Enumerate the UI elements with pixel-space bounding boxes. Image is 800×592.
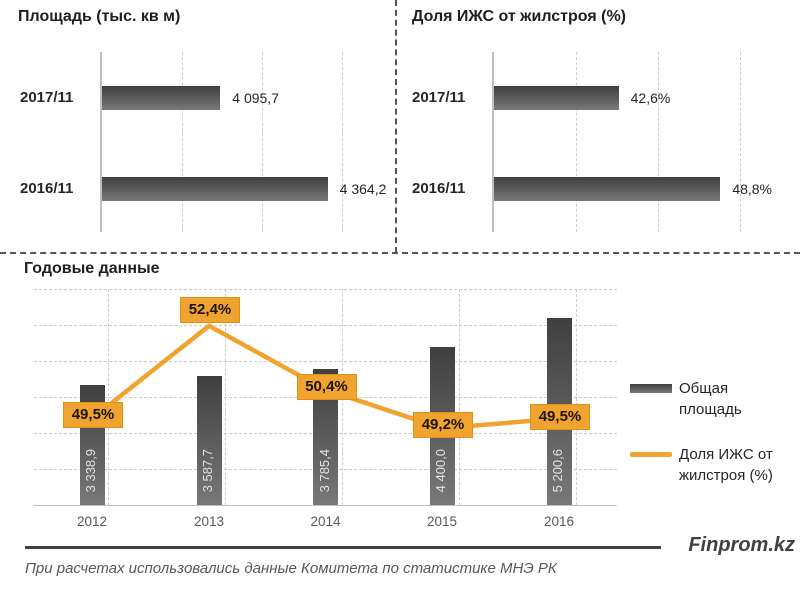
gridline bbox=[182, 52, 183, 232]
legend-line-swatch-icon bbox=[630, 452, 672, 457]
brand-logo: Finprom.kz bbox=[688, 534, 795, 556]
gridline bbox=[576, 289, 577, 505]
brand-divider-line bbox=[25, 546, 661, 549]
share-chart-title: Доля ИЖС от жилстроя (%) bbox=[412, 8, 626, 25]
area-chart-title: Площадь (тыс. кв м) bbox=[18, 8, 181, 25]
gridline bbox=[576, 52, 577, 232]
gridline bbox=[34, 361, 617, 362]
annual-chart-title: Годовые данные bbox=[24, 260, 160, 277]
legend-item-bar: Общая площадь bbox=[630, 378, 798, 420]
area-chart-plot: 4 095,7 4 364,2 bbox=[100, 52, 394, 232]
source-footnote: При расчетах использовались данные Комит… bbox=[25, 560, 557, 577]
panel-divider-vertical bbox=[395, 0, 397, 253]
legend-bar-label: Общая площадь bbox=[679, 380, 742, 418]
value-label: 4 364,2 bbox=[339, 181, 387, 197]
bar bbox=[102, 177, 328, 201]
category-label: 2017/11 bbox=[20, 89, 74, 106]
share-chart-plot: 42,6% 48,8% bbox=[492, 52, 792, 232]
annual-chart-plot: 3 338,9 3 587,7 3 785,4 4 400,0 5 200,6 49,5%… bbox=[34, 289, 617, 529]
value-label: 4 095,7 bbox=[232, 90, 279, 106]
bar-inner-label: 5 200,6 bbox=[550, 448, 565, 492]
gridline bbox=[740, 52, 741, 232]
legend-bar-swatch-icon bbox=[630, 384, 672, 393]
bar bbox=[102, 86, 221, 110]
gridline bbox=[108, 289, 109, 505]
bar-inner-label: 3 785,4 bbox=[316, 448, 332, 492]
legend-line-label: Доля ИЖС от жилстроя (%) bbox=[679, 446, 773, 484]
bar-inner-label: 4 400,0 bbox=[433, 448, 448, 492]
gridline bbox=[225, 289, 226, 505]
bar-inner-label: 3 587,7 bbox=[200, 448, 215, 492]
x-tick-label: 2013 bbox=[193, 514, 225, 529]
legend-item-line: Доля ИЖС от жилстроя (%) bbox=[630, 444, 798, 486]
legend: Общая площадь Доля ИЖС от жилстроя (%) bbox=[630, 378, 798, 510]
category-label: 2016/11 bbox=[20, 180, 74, 197]
gridline bbox=[459, 289, 460, 505]
value-label: 42,6% bbox=[630, 90, 671, 106]
panel-divider-horizontal bbox=[0, 252, 800, 254]
bar bbox=[494, 86, 619, 110]
bar bbox=[196, 375, 222, 505]
value-label: 48,8% bbox=[732, 181, 773, 197]
x-tick-label: 2012 bbox=[76, 514, 108, 529]
line-point-label: 52,4% bbox=[180, 296, 240, 323]
line-point-label: 49,5% bbox=[63, 401, 123, 428]
bar-inner-label: 3 338,9 bbox=[83, 448, 98, 492]
gridline bbox=[34, 289, 617, 290]
gridline bbox=[262, 52, 263, 232]
gridline bbox=[342, 52, 343, 232]
category-label: 2016/11 bbox=[412, 180, 466, 197]
x-tick-label: 2014 bbox=[310, 514, 341, 529]
line-point-label: 49,5% bbox=[530, 403, 590, 430]
gridline bbox=[34, 325, 617, 326]
bar bbox=[494, 177, 721, 201]
category-label: 2017/11 bbox=[412, 89, 466, 106]
line-point-label: 49,2% bbox=[413, 412, 473, 439]
gridline bbox=[658, 52, 659, 232]
x-tick-label: 2016 bbox=[543, 514, 575, 529]
line-point-label: 50,4% bbox=[296, 373, 357, 400]
x-tick-label: 2015 bbox=[426, 514, 458, 529]
